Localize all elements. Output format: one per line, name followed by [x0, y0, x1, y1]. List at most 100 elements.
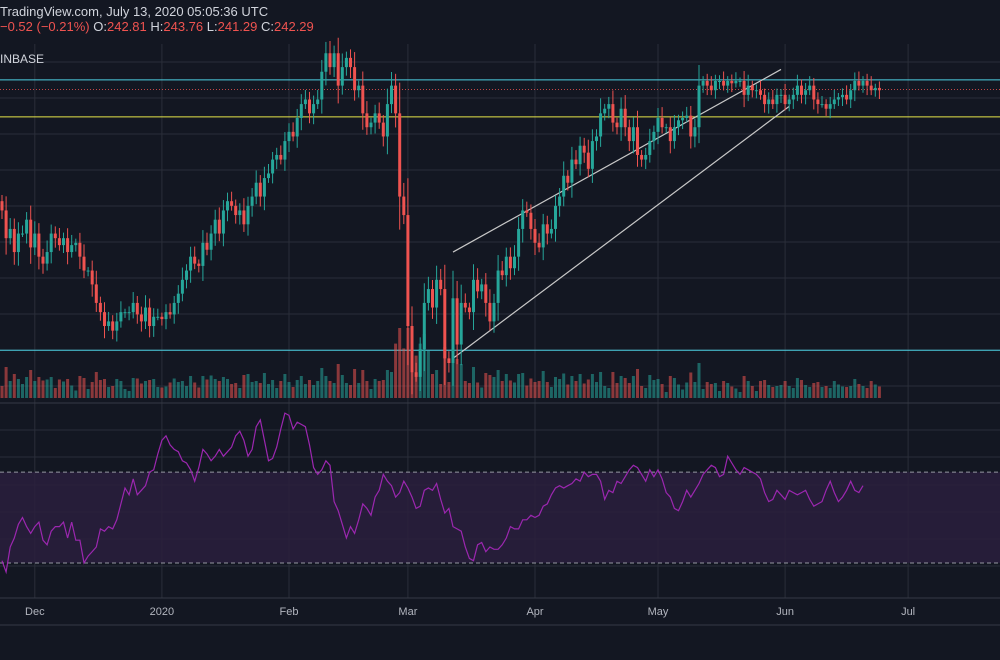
- candle-body: [217, 219, 221, 234]
- candle-body: [693, 127, 697, 137]
- volume-bar: [767, 385, 771, 398]
- volume-bar: [447, 382, 451, 398]
- volume-bar: [316, 381, 320, 398]
- volume-bar: [246, 374, 250, 398]
- volume-bar: [398, 328, 402, 398]
- volume-bar: [697, 363, 701, 398]
- candle-body: [787, 99, 791, 105]
- candle-body: [521, 210, 525, 229]
- x-axis-label: May: [647, 606, 669, 618]
- volume-bar: [45, 379, 49, 398]
- candle-body: [53, 233, 57, 239]
- volume-bar: [500, 381, 504, 398]
- volume-bar: [664, 392, 668, 398]
- candle-body: [275, 154, 279, 160]
- volume-bar: [176, 382, 180, 398]
- candle-body: [238, 210, 242, 216]
- candle-body: [668, 127, 672, 142]
- candle-body: [94, 284, 98, 303]
- candle-body: [767, 99, 771, 105]
- candle-body: [812, 85, 816, 100]
- candle-body: [791, 94, 795, 100]
- candle-body: [554, 205, 557, 229]
- candle-body: [513, 256, 516, 269]
- volume-bar: [148, 380, 152, 398]
- candle-body: [861, 80, 865, 86]
- candle-body: [734, 80, 738, 84]
- volume-bar: [623, 378, 627, 398]
- candle-body: [242, 210, 246, 225]
- candle-body: [189, 256, 193, 271]
- candle-body: [41, 256, 45, 264]
- low-value: 241.29: [217, 19, 258, 34]
- volume-bar: [718, 391, 721, 398]
- candle-body: [652, 131, 656, 142]
- volume-bar: [172, 378, 176, 398]
- volume-bar: [640, 386, 644, 398]
- high-label: H:: [150, 19, 164, 34]
- volume-bar: [291, 387, 295, 398]
- candle-body: [599, 113, 603, 137]
- candle-body: [476, 279, 480, 292]
- volume-bar: [804, 385, 808, 398]
- volume-bar: [615, 383, 619, 398]
- candle-body: [779, 94, 783, 96]
- volume-bar: [636, 369, 639, 398]
- candle-body: [426, 289, 430, 303]
- volume-bar: [74, 390, 78, 398]
- candle-body: [209, 233, 213, 250]
- volume-bar: [139, 383, 143, 398]
- candle-body: [570, 159, 574, 183]
- volume-bar: [156, 387, 160, 398]
- volume-bar: [328, 381, 332, 398]
- candle-body: [168, 312, 172, 315]
- candle-body: [644, 154, 648, 160]
- candle-body: [435, 279, 439, 308]
- candle-body: [451, 298, 455, 364]
- candle-body: [267, 173, 270, 179]
- volume-bar: [570, 376, 574, 398]
- rsi-line: [1, 412, 864, 575]
- candle-body: [754, 90, 758, 92]
- change-value: −0.52 (−0.21%): [0, 19, 90, 34]
- volume-bar: [463, 381, 467, 398]
- volume-bar: [558, 379, 562, 398]
- volume-bar: [70, 385, 74, 398]
- candle-body: [869, 85, 873, 91]
- high-value: 243.76: [163, 19, 204, 34]
- candle-body: [45, 252, 49, 264]
- volume-bar: [344, 383, 348, 398]
- candle-body: [295, 117, 299, 137]
- volume-bar: [521, 373, 525, 398]
- candle-body: [349, 57, 352, 68]
- x-axis-label: Apr: [526, 606, 544, 618]
- volume-bar: [476, 382, 480, 398]
- candle-body: [279, 154, 283, 160]
- volume-bar: [574, 381, 578, 398]
- candle-body: [299, 104, 303, 118]
- ascending-channel: [452, 68, 790, 359]
- candle-body: [385, 104, 389, 137]
- candle-body: [258, 182, 262, 197]
- candle-body: [443, 289, 447, 359]
- candle-body: [705, 80, 709, 86]
- volume-bar: [33, 381, 37, 398]
- candle-body: [496, 270, 500, 303]
- volume-bar: [685, 382, 689, 398]
- volume-bar: [287, 382, 291, 398]
- volume-bar: [135, 378, 139, 398]
- volume-bar: [426, 350, 430, 398]
- volume-bar: [98, 380, 102, 398]
- volume-bar: [439, 384, 443, 398]
- candle-body: [488, 302, 492, 322]
- volume-bar: [29, 370, 33, 398]
- volume-bar: [455, 359, 459, 398]
- volume-bar: [144, 381, 147, 398]
- close-label: C:: [261, 19, 274, 34]
- candle-body: [328, 53, 332, 68]
- volume-bar: [619, 376, 623, 398]
- candle-body: [857, 80, 861, 86]
- candle-body: [873, 87, 877, 91]
- volume-bar: [123, 389, 127, 398]
